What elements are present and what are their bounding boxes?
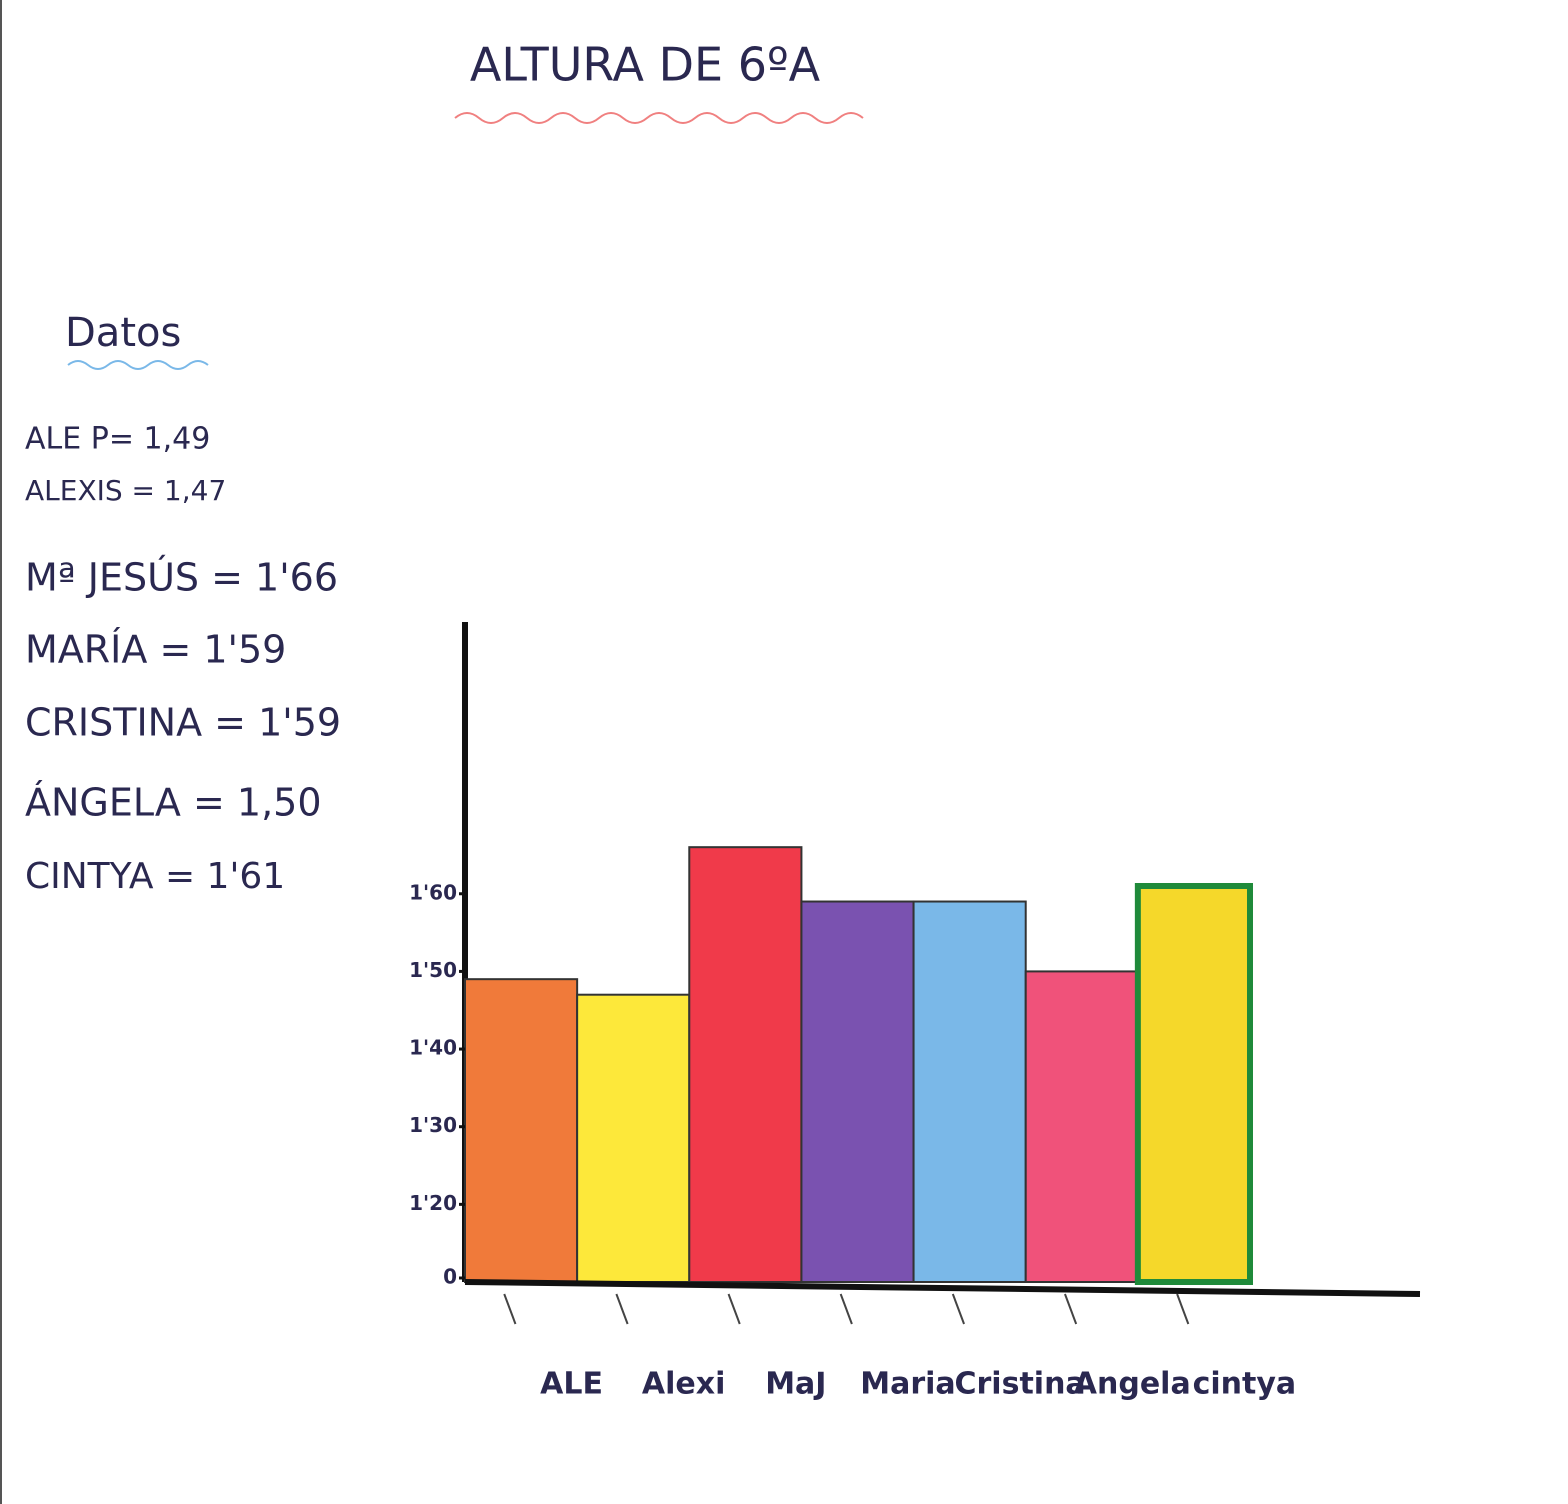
note-line: CINTYA = 1'61 xyxy=(25,856,285,897)
x-tick xyxy=(1064,1293,1078,1325)
note-line: ALEXIS = 1,47 xyxy=(25,474,226,507)
bar xyxy=(912,900,1027,1283)
y-tick-label: 1'60 xyxy=(409,880,457,904)
bar xyxy=(1134,883,1254,1285)
bar xyxy=(688,846,803,1283)
y-tick-label: 1'40 xyxy=(409,1036,457,1060)
title-underline xyxy=(454,112,864,124)
y-tick-label: 1'30 xyxy=(409,1113,457,1137)
x-tick xyxy=(503,1293,517,1325)
x-tick xyxy=(1176,1293,1190,1325)
x-tick-label: Cristina xyxy=(955,1367,1086,1402)
note-line: ÁNGELA = 1,50 xyxy=(25,781,322,825)
note-line: ALE P= 1,49 xyxy=(25,422,210,457)
x-tick-label: ALE xyxy=(540,1367,603,1402)
note-line: MARÍA = 1'59 xyxy=(25,628,286,672)
bar xyxy=(1024,970,1139,1283)
x-tick-label: Alexi xyxy=(642,1367,725,1402)
x-tick-label: cintya xyxy=(1193,1367,1297,1402)
x-tick-label: Maria xyxy=(860,1367,955,1402)
y-tick-label: 1'50 xyxy=(409,958,457,982)
bar xyxy=(576,993,691,1283)
bar xyxy=(800,900,915,1283)
x-tick xyxy=(951,1293,965,1325)
notes-title: Datos xyxy=(65,310,181,356)
x-axis xyxy=(464,1279,1421,1297)
chart-title: ALTURA DE 6ºA xyxy=(470,38,821,92)
x-tick-label: MaJ xyxy=(765,1367,826,1402)
x-tick-label: Angela xyxy=(1074,1367,1191,1402)
x-tick xyxy=(727,1293,741,1325)
x-tick xyxy=(615,1293,629,1325)
note-line: CRISTINA = 1'59 xyxy=(25,701,341,745)
note-line: Mª JESÚS = 1'66 xyxy=(25,556,338,600)
x-tick xyxy=(839,1293,853,1325)
y-tick-label: 1'20 xyxy=(409,1191,457,1215)
notes-underline xyxy=(67,360,209,370)
y-tick-label: 0 xyxy=(443,1265,457,1289)
bar xyxy=(464,978,579,1283)
